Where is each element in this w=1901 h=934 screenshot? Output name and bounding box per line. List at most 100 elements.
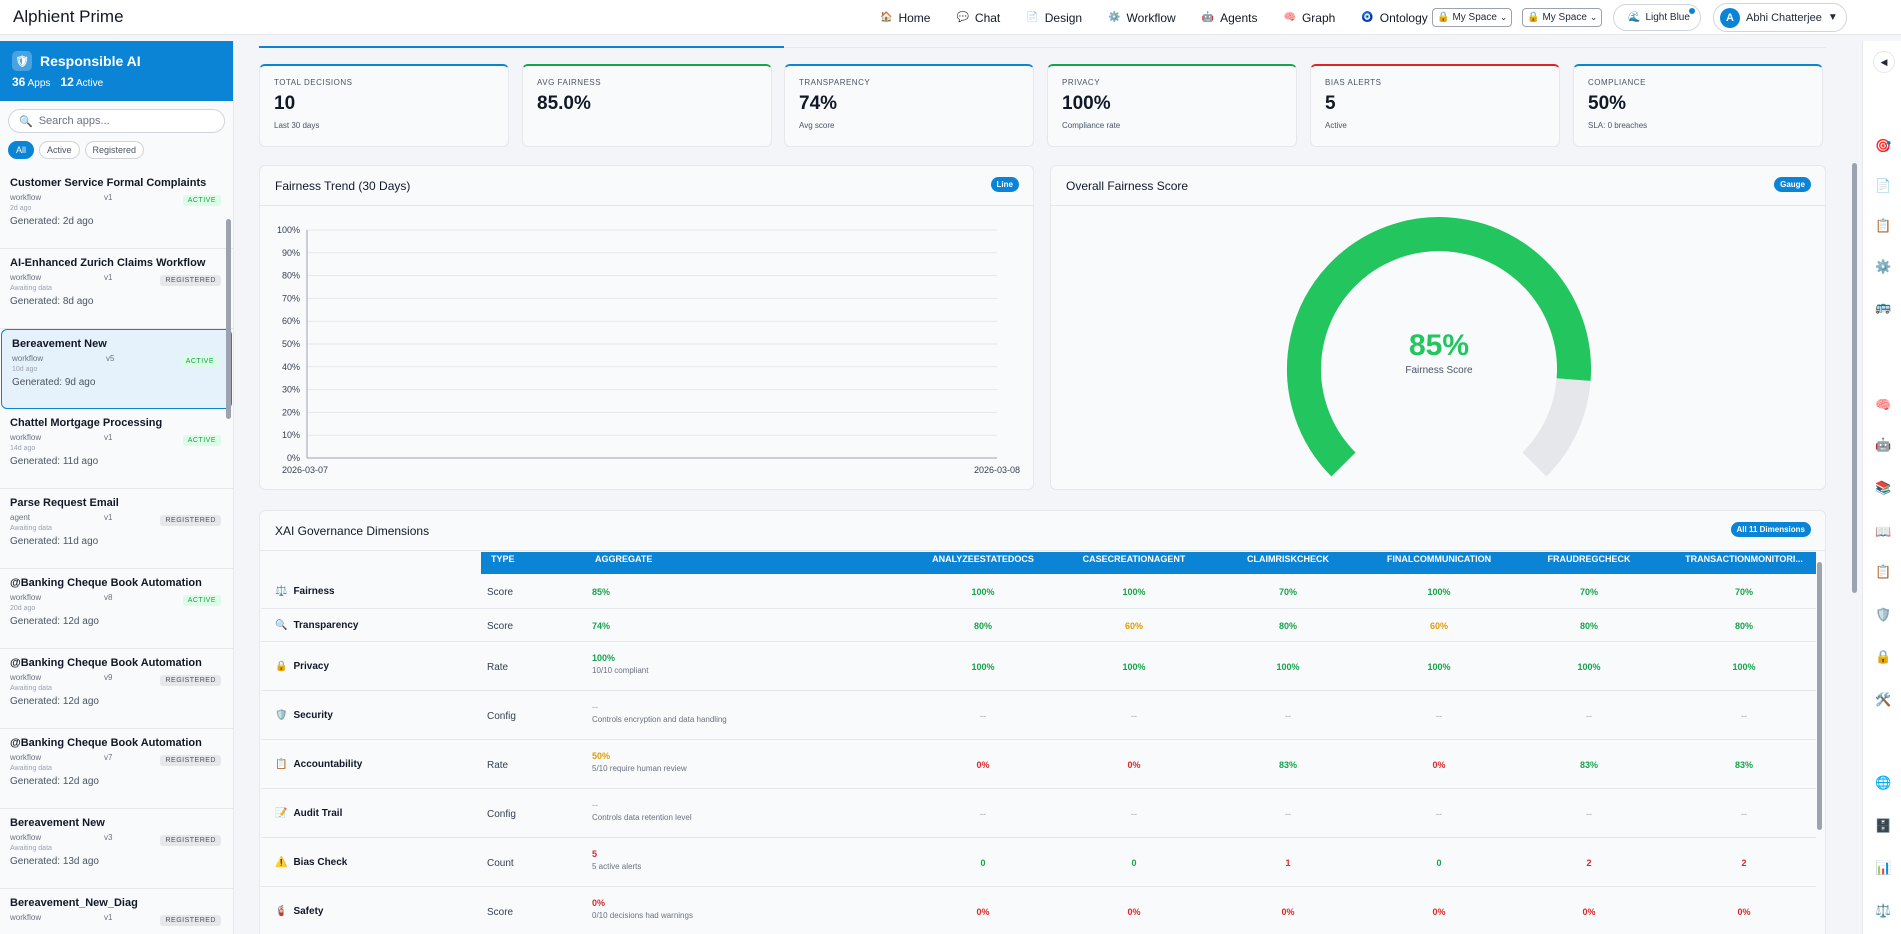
panel-title: Overall Fairness Score: [1066, 178, 1189, 193]
app-type: workflow: [10, 593, 42, 602]
dimension-value: --: [1131, 808, 1137, 819]
table-row[interactable]: 🔍 Transparency Score 74% 80% 60% 80% 60% 80% 80%: [261, 609, 1816, 642]
database-icon[interactable]: 🗄️: [1875, 818, 1892, 833]
column-header[interactable]: CASECREATIONAGENT: [1082, 554, 1186, 564]
app-name: Bereavement New: [10, 817, 105, 829]
user-menu-button[interactable]: A Abhi Chatterjee ▼: [1713, 3, 1847, 32]
gear-icon[interactable]: ⚙️: [1875, 259, 1892, 274]
app-list-item[interactable]: @Banking Cheque Book Automation workflow v…: [0, 569, 233, 649]
app-list-item[interactable]: Chattel Mortgage Processing workflow v1 ACT…: [0, 409, 233, 489]
space-selector-1[interactable]: 🔒 My Space ⌄: [1432, 8, 1513, 27]
scales-icon[interactable]: ⚖️: [1875, 903, 1892, 918]
column-header[interactable]: ANALYZEESTATEDOCS: [932, 554, 1034, 564]
dimensions-tag[interactable]: All 11 Dimensions: [1730, 522, 1811, 537]
dimension-name-cell: ⚖️ Fairness: [275, 586, 335, 597]
nav-workflow[interactable]: ⚙️ Workflow: [1108, 11, 1176, 25]
aggregate-cell: -- Controls encryption and data handling: [592, 702, 727, 724]
collapse-icon[interactable]: ◀: [1873, 51, 1895, 73]
bus-icon[interactable]: 🚌: [1875, 299, 1892, 314]
app-last-activity: 14d ago: [10, 445, 36, 452]
book-icon[interactable]: 📖: [1875, 524, 1892, 539]
aggregate-subtext: 10/10 compliant: [592, 666, 649, 675]
table-row[interactable]: 🛡️ Security Config -- Controls encryption an…: [261, 691, 1816, 740]
table-row[interactable]: 📝 Audit Trail Config -- Controls data retent…: [261, 789, 1816, 838]
filter-registered[interactable]: Registered: [84, 141, 145, 159]
nav-icon: 🧿: [1361, 12, 1374, 23]
nav-chat[interactable]: 💬 Chat: [956, 11, 1000, 25]
status-badge: ACTIVE: [182, 195, 221, 206]
app-list-item[interactable]: Customer Service Formal Complaints workfl…: [0, 169, 233, 249]
shield-icon[interactable]: 🛡️: [1875, 607, 1892, 622]
sidebar-scrollbar[interactable]: [226, 219, 231, 419]
document-icon[interactable]: 📄: [1875, 178, 1892, 193]
table-row[interactable]: 🧯 Safety Score 0% 0/10 decisions had warning…: [261, 887, 1816, 934]
lock-icon[interactable]: 🔒: [1875, 649, 1892, 664]
search-input[interactable]: 🔍 Search apps...: [8, 109, 225, 133]
target-icon[interactable]: 🎯: [1875, 138, 1892, 153]
dimension-value: 0: [1131, 857, 1137, 868]
filter-active[interactable]: Active: [39, 141, 80, 159]
table-row[interactable]: ⚖️ Fairness Score 85% 100% 100% 70% 100% 70% 70%: [261, 574, 1816, 609]
dimension-name: Security: [293, 709, 333, 721]
dimension-value: --: [1741, 710, 1747, 721]
app-list-item[interactable]: Bereavement New workflow v5 ACTIVE 10d ago Ge…: [1, 329, 232, 409]
app-list-item[interactable]: @Banking Cheque Book Automation workflow v…: [0, 729, 233, 809]
clipboard-list-icon[interactable]: 📋: [1875, 564, 1892, 579]
dimension-value: --: [1436, 808, 1442, 819]
nav-home[interactable]: 🏠 Home: [880, 11, 930, 25]
table-row[interactable]: 🔒 Privacy Rate 100% 10/10 compliant 100% 100% 1…: [261, 642, 1816, 691]
nav-icon: 💬: [956, 12, 969, 23]
dimension-type: Count: [487, 857, 514, 869]
column-header[interactable]: AGGREGATE: [595, 554, 653, 564]
fairness-trend-chart: 0% 10% 20% 30% 40% 50% 60% 70% 80% 90% 100% 2026-03…: [277, 225, 1020, 475]
dimension-value: 80%: [1278, 620, 1297, 631]
app-generated: Generated: 13d ago: [10, 856, 99, 867]
nav-agents[interactable]: 🤖 Agents: [1202, 11, 1258, 25]
tools-icon[interactable]: 🛠️: [1875, 692, 1892, 707]
column-header[interactable]: FINALCOMMUNICATION: [1386, 554, 1492, 564]
theme-button[interactable]: 🌊 Light Blue: [1613, 4, 1701, 31]
kpi-subtext: SLA: 0 breaches: [1588, 121, 1648, 130]
app-list-item[interactable]: Bereavement New workflow v3 REGISTERED Await…: [0, 809, 233, 889]
app-list: Customer Service Formal Complaints workfl…: [0, 169, 233, 934]
space-selector-2[interactable]: 🔒 My Space ⌄: [1522, 8, 1603, 27]
nav-graph[interactable]: 🧠 Graph: [1283, 11, 1335, 25]
kpi-card-compliance: COMPLIANCE 50% SLA: 0 breaches: [1573, 64, 1823, 147]
table-row[interactable]: 📋 Accountability Rate 50% 5/10 require human…: [261, 740, 1816, 789]
table-row[interactable]: ⚠️ Bias Check Count 5 5 active alerts 0 0 1 0 2 2: [261, 838, 1816, 887]
nav-label: Ontology: [1379, 10, 1428, 25]
app-list-item[interactable]: @Banking Cheque Book Automation workflow v…: [0, 649, 233, 729]
column-header[interactable]: TYPE: [491, 554, 515, 564]
app-list-item[interactable]: Parse Request Email agent v1 REGISTERED Awai…: [0, 489, 233, 569]
dimension-value: 100%: [1732, 661, 1756, 672]
app-version: v5: [106, 354, 115, 363]
aggregate-cell: 50% 5/10 require human review: [592, 751, 687, 773]
main-scrollbar[interactable]: [1852, 163, 1857, 593]
kpi-subtext: Avg score: [799, 121, 835, 130]
dimension-type: Config: [487, 710, 516, 722]
filter-all[interactable]: All: [8, 141, 35, 159]
table-scrollbar[interactable]: [1817, 562, 1822, 830]
column-header[interactable]: FRAUDREGCHECK: [1547, 554, 1631, 564]
dimension-value: 100%: [1427, 661, 1451, 672]
app-last-activity: 20d ago: [10, 605, 36, 612]
column-header[interactable]: TRANSACTIONMONITORI...: [1685, 554, 1803, 564]
y-tick-label: 80%: [282, 271, 300, 281]
brain-icon[interactable]: 🧠: [1875, 397, 1892, 412]
column-header[interactable]: CLAIMRISKCHECK: [1247, 554, 1329, 564]
globe-icon[interactable]: 🌐: [1875, 775, 1892, 790]
fairness-gauge-panel: Overall Fairness Score Gauge 85% Fairnes…: [1050, 165, 1826, 490]
kpi-subtext: Last 30 days: [274, 121, 320, 130]
app-list-item[interactable]: Bereavement_New_Diag workflow v1 REGISTERED: [0, 889, 233, 934]
robot-icon[interactable]: 🤖: [1875, 437, 1892, 452]
dimension-value: 1: [1285, 857, 1291, 868]
aggregate-value: 0%: [592, 898, 606, 908]
books-icon[interactable]: 📚: [1875, 480, 1892, 495]
nav-design[interactable]: 📄 Design: [1026, 11, 1082, 25]
nav-ontology[interactable]: 🧿 Ontology: [1361, 11, 1427, 25]
panel-title: XAI Governance Dimensions: [275, 523, 430, 538]
bar-chart-icon[interactable]: 📊: [1875, 860, 1892, 875]
app-list-item[interactable]: AI-Enhanced Zurich Claims Workflow workfl…: [0, 249, 233, 329]
clipboard-icon[interactable]: 📋: [1875, 218, 1892, 233]
aggregate-cell: 0% 0/10 decisions had warnings: [592, 898, 693, 920]
